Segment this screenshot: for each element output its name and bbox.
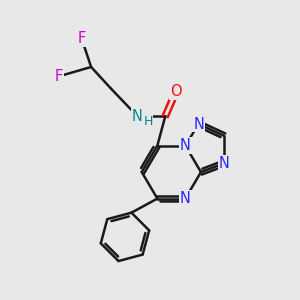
Text: F: F <box>55 69 63 84</box>
Text: F: F <box>78 31 86 46</box>
Text: N: N <box>180 191 191 206</box>
Text: N: N <box>132 109 143 124</box>
Text: N: N <box>193 117 204 132</box>
Text: O: O <box>170 84 182 99</box>
Text: N: N <box>219 156 230 171</box>
Text: N: N <box>180 138 191 153</box>
Text: H: H <box>144 115 153 128</box>
